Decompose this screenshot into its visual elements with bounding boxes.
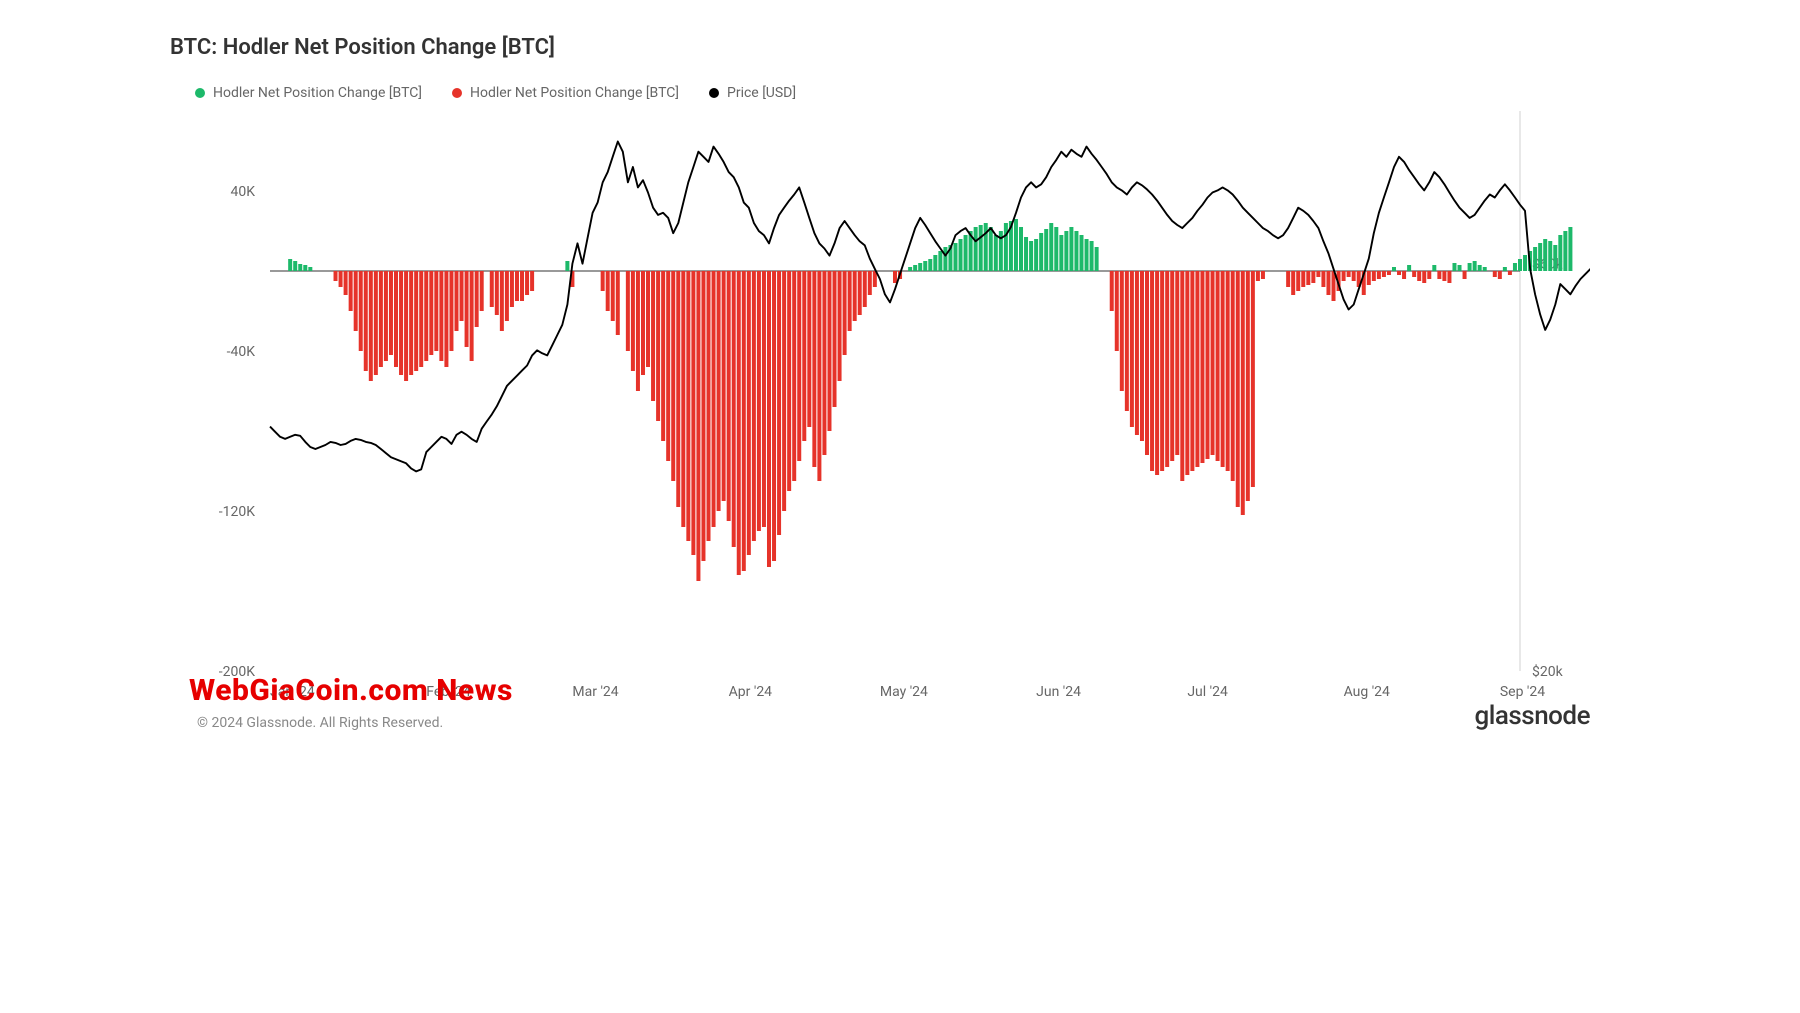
svg-text:May '24: May '24	[880, 684, 928, 700]
legend-dot-green	[195, 88, 205, 98]
legend-item-price: Price [USD]	[709, 85, 796, 101]
chart-plot-area: 40K-40K-120K-200K$60k$20kJan '24Feb '24M…	[175, 111, 1590, 726]
legend-dot-red	[452, 88, 462, 98]
chart-svg: 40K-40K-120K-200K$60k$20kJan '24Feb '24M…	[175, 111, 1590, 726]
copyright-text: © 2024 Glassnode. All Rights Reserved.	[197, 715, 443, 731]
svg-text:40K: 40K	[230, 184, 255, 200]
chart-container: BTC: Hodler Net Position Change [BTC] Ho…	[160, 0, 1640, 830]
legend-label: Hodler Net Position Change [BTC]	[470, 85, 679, 101]
watermark-text: WebGiaCoin.com News	[189, 673, 513, 708]
svg-text:$20k: $20k	[1532, 663, 1564, 680]
svg-text:Mar '24: Mar '24	[572, 684, 618, 700]
legend-item-negative: Hodler Net Position Change [BTC]	[452, 85, 679, 101]
svg-text:Aug '24: Aug '24	[1344, 684, 1390, 700]
svg-text:Jul '24: Jul '24	[1187, 684, 1228, 700]
svg-text:Apr '24: Apr '24	[729, 684, 773, 700]
svg-text:Jun '24: Jun '24	[1036, 684, 1081, 700]
svg-text:-40K: -40K	[227, 344, 256, 360]
legend-label: Price [USD]	[727, 85, 796, 101]
legend-item-positive: Hodler Net Position Change [BTC]	[195, 85, 422, 101]
legend-label: Hodler Net Position Change [BTC]	[213, 85, 422, 101]
svg-text:Sep '24: Sep '24	[1500, 684, 1545, 700]
legend: Hodler Net Position Change [BTC] Hodler …	[195, 85, 1640, 101]
chart-title: BTC: Hodler Net Position Change [BTC]	[170, 35, 1640, 60]
svg-text:-120K: -120K	[219, 504, 255, 520]
brand-logo-text: glassnode	[1475, 701, 1590, 731]
legend-dot-black	[709, 88, 719, 98]
